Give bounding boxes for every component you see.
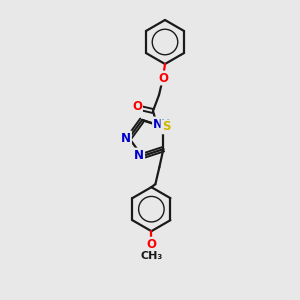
Text: N: N — [153, 118, 163, 130]
Text: CH₃: CH₃ — [140, 251, 163, 261]
Text: N: N — [121, 131, 131, 145]
Text: S: S — [162, 120, 171, 133]
Text: N: N — [134, 148, 144, 162]
Text: O: O — [158, 71, 168, 85]
Text: O: O — [146, 238, 156, 251]
Text: O: O — [132, 100, 142, 113]
Text: H: H — [161, 119, 171, 129]
